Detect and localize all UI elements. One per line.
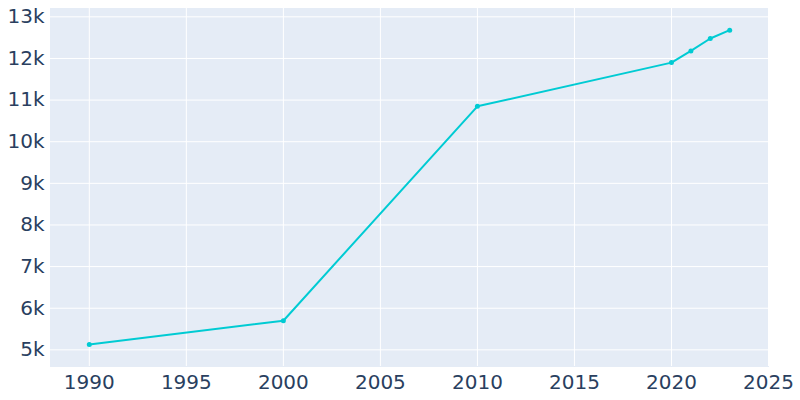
svg-text:10k: 10k	[7, 129, 44, 153]
svg-text:1995: 1995	[161, 370, 212, 394]
svg-text:7k: 7k	[20, 254, 45, 278]
svg-text:13k: 13k	[7, 4, 44, 28]
svg-text:2010: 2010	[452, 370, 503, 394]
svg-text:2020: 2020	[646, 370, 697, 394]
svg-text:12k: 12k	[7, 46, 44, 70]
svg-text:6k: 6k	[20, 296, 45, 320]
svg-text:1990: 1990	[64, 370, 115, 394]
svg-text:9k: 9k	[20, 171, 45, 195]
svg-text:5k: 5k	[20, 337, 45, 361]
svg-text:2005: 2005	[355, 370, 406, 394]
svg-text:2015: 2015	[549, 370, 600, 394]
svg-text:2025: 2025	[743, 370, 794, 394]
svg-text:8k: 8k	[20, 212, 45, 236]
svg-text:11k: 11k	[7, 87, 44, 111]
svg-text:2000: 2000	[258, 370, 309, 394]
